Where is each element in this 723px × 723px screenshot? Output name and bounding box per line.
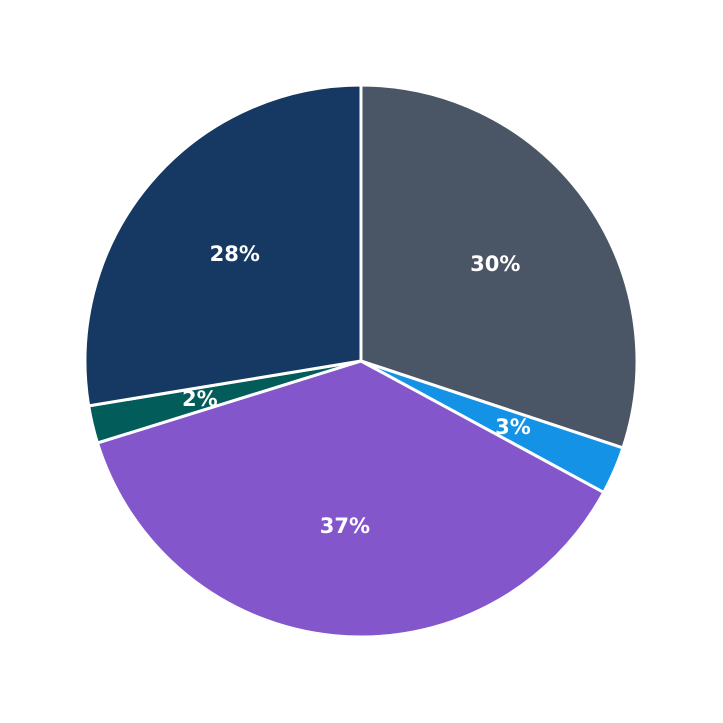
slice-label-0: 30%: [470, 252, 520, 276]
slice-label-2: 37%: [320, 514, 370, 538]
pie-slice-2: [95, 359, 606, 639]
slice-label-3: 2%: [182, 387, 218, 411]
pie-slice-0: [359, 83, 639, 450]
pie-slice-4: [83, 83, 363, 408]
pie-labels: 30% 3% 37% 2% 28%: [182, 242, 531, 538]
slice-label-4: 28%: [210, 242, 260, 266]
slice-label-1: 3%: [495, 415, 531, 439]
pie-slices: [83, 83, 639, 639]
